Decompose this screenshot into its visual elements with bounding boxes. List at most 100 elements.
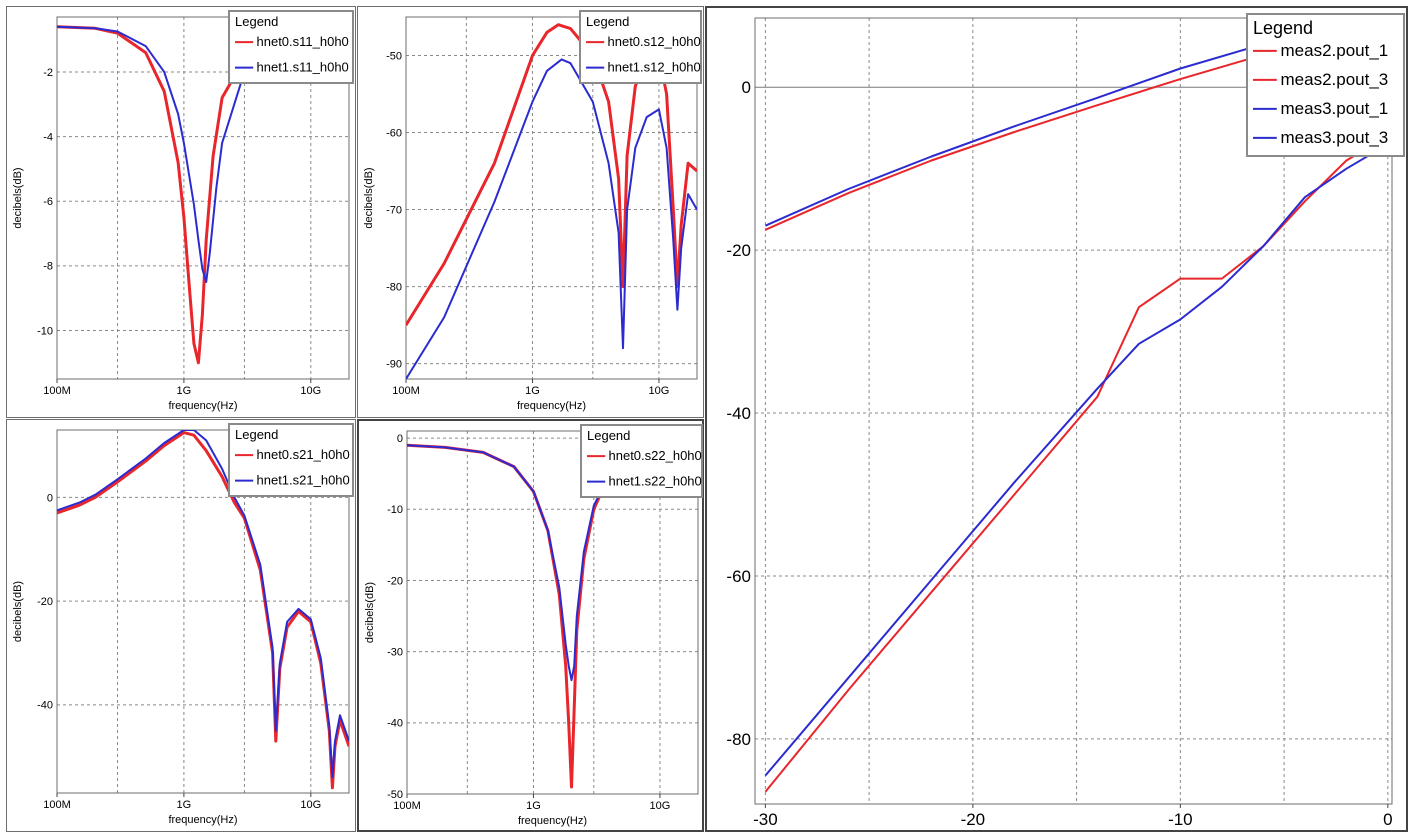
y-tick-label: -50 <box>387 789 403 801</box>
y-tick-label: -50 <box>386 50 402 62</box>
legend-item: hnet1.s22_h0h0 <box>609 474 702 489</box>
y-tick-label: -80 <box>726 730 751 749</box>
legend-box <box>579 10 702 84</box>
series-line-meas3-pout-3 <box>764 143 1389 777</box>
legend-box <box>228 10 354 84</box>
legend: Legend hnet0.s22_h0h0 hnet1.s22_h0h0 <box>580 424 703 498</box>
x-tick-label: 10G <box>300 385 321 397</box>
y-tick-label: -40 <box>37 700 53 712</box>
y-tick-label: -10 <box>387 504 403 516</box>
y-tick-label: -40 <box>726 404 751 423</box>
tick-labels: 100M 1G 10G 0 -10 -20 -30 -40 -50 <box>387 433 670 812</box>
y-tick-label: 0 <box>397 433 403 445</box>
x-axis-label: frequency(Hz) <box>168 814 237 826</box>
chart-panel-s21: 100M 1G 10G 0 -20 -40 frequency(Hz) decibels(dB… <box>6 419 356 832</box>
plot-frame <box>754 17 1393 805</box>
y-tick-label: -8 <box>43 261 53 273</box>
x-axis-label: frequency(Hz) <box>518 815 587 827</box>
legend-box <box>580 424 703 498</box>
y-tick-label: -70 <box>386 204 402 216</box>
chart-panel-s22: 100M 1G 10G 0 -10 -20 -30 -40 -50 frequency(Hz) de… <box>357 419 704 832</box>
plot-frame <box>406 430 699 795</box>
chart-svg: 100M 1G 10G -50 -60 -70 -80 -90 frequency(Hz) dec… <box>363 10 702 412</box>
series-line-hnet1-s21-h0h0 <box>57 430 349 779</box>
x-tick-label: 100M <box>392 385 420 397</box>
legend-item: hnet0.s12_h0h0 <box>608 34 701 49</box>
legend-item: hnet1.s12_h0h0 <box>608 60 701 75</box>
x-tick-label: 0 <box>1383 810 1392 829</box>
x-axis-label: frequency(Hz) <box>168 400 237 412</box>
x-tick-label: 1G <box>177 385 192 397</box>
x-tick-label: 10G <box>300 799 321 811</box>
chart-svg: 100M 1G 10G 0 -20 -40 frequency(Hz) decibels(dB… <box>12 423 354 826</box>
legend-item: hnet1.s11_h0h0 <box>257 60 349 75</box>
chart-svg: 100M 1G 10G -2 -4 -6 -8 -10 frequency(Hz) decibel… <box>12 10 354 412</box>
tick-labels: 100M 1G 10G -50 -60 -70 -80 -90 <box>386 50 669 397</box>
y-tick-label: -90 <box>386 358 402 370</box>
x-tick-label: 100M <box>43 385 71 397</box>
legend-title: Legend <box>586 14 629 29</box>
series-line-meas2-pout-3 <box>764 135 1389 793</box>
legend-title: Legend <box>587 428 630 443</box>
x-tick-label: 100M <box>43 799 71 811</box>
series-group <box>57 430 349 790</box>
plot-frame <box>405 16 698 380</box>
series-line-hnet1-s12-h0h0 <box>406 58 697 379</box>
y-tick-label: -60 <box>386 127 402 139</box>
tick-labels: 100M 1G 10G -2 -4 -6 -8 -10 <box>37 67 321 397</box>
y-tick-label: -6 <box>43 196 53 208</box>
tick-labels: -30 -20 -10 0 0 -20 -40 -60 -80 <box>726 78 1392 829</box>
plot-frame <box>56 429 350 794</box>
legend-item: hnet0.s22_h0h0 <box>609 448 702 463</box>
y-tick-label: -80 <box>386 281 402 293</box>
x-axis-label: frequency(Hz) <box>517 400 586 412</box>
legend-item: meas3.pout_3 <box>1281 128 1389 147</box>
legend-item: meas2.pout_3 <box>1281 70 1389 89</box>
legend-item: hnet1.s21_h0h0 <box>257 473 350 488</box>
tick-labels: 100M 1G 10G 0 -20 -40 <box>37 492 321 811</box>
series-group <box>406 23 697 379</box>
y-axis-label: decibels(dB) <box>364 582 376 643</box>
legend: Legend hnet0.s11_h0h0 hnet1.s11_h0h0 <box>228 10 354 84</box>
y-axis-label: decibels(dB) <box>12 581 24 642</box>
series-line-hnet0-s12-h0h0 <box>406 23 697 326</box>
x-tick-label: -20 <box>961 810 986 829</box>
legend-item: hnet0.s21_h0h0 <box>257 447 350 462</box>
chart-svg: 100M 1G 10G 0 -10 -20 -30 -40 -50 frequency(Hz) de… <box>364 424 703 827</box>
x-tick-label: 1G <box>525 385 540 397</box>
y-axis-label: decibels(dB) <box>363 167 375 228</box>
x-tick-label: -10 <box>1168 810 1193 829</box>
legend-title: Legend <box>235 427 278 442</box>
legend: Legend hnet0.s12_h0h0 hnet1.s12_h0h0 <box>579 10 702 84</box>
chart-panel-s12: 100M 1G 10G -50 -60 -70 -80 -90 frequency(Hz) dec… <box>357 6 704 418</box>
y-tick-label: -4 <box>43 131 53 143</box>
legend: Legend meas2.pout_1 meas2.pout_3 meas3.pout… <box>1246 13 1405 157</box>
y-tick-label: -10 <box>37 325 53 337</box>
y-tick-label: -30 <box>387 646 403 658</box>
x-tick-label: -30 <box>753 810 778 829</box>
y-tick-label: 0 <box>742 78 751 97</box>
y-tick-label: -2 <box>43 67 53 79</box>
y-tick-label: 0 <box>47 492 53 504</box>
legend-box <box>1246 13 1405 157</box>
legend-title: Legend <box>1253 18 1313 38</box>
y-tick-label: -20 <box>37 596 53 608</box>
x-tick-label: 10G <box>649 385 670 397</box>
y-tick-label: -20 <box>726 241 751 260</box>
y-tick-label: -20 <box>387 575 403 587</box>
legend-item: meas2.pout_1 <box>1281 41 1389 60</box>
chart-panel-power: -30 -20 -10 0 0 -20 -40 -60 -80 Legend meas2.pout_… <box>705 6 1408 832</box>
y-axis-label: decibels(dB) <box>12 167 24 228</box>
x-tick-label: 1G <box>526 800 541 812</box>
legend-item: meas3.pout_1 <box>1281 99 1389 118</box>
plot-frame <box>56 16 350 380</box>
x-tick-label: 100M <box>393 800 421 812</box>
y-tick-label: -40 <box>387 718 403 730</box>
chart-panel-s11: 100M 1G 10G -2 -4 -6 -8 -10 frequency(Hz) decibel… <box>6 6 356 418</box>
grid <box>755 18 1392 804</box>
chart-svg: -30 -20 -10 0 0 -20 -40 -60 -80 Legend meas2.pout_… <box>726 13 1405 829</box>
legend-box <box>228 423 354 497</box>
legend: Legend hnet0.s21_h0h0 hnet1.s21_h0h0 <box>228 423 354 497</box>
legend-title: Legend <box>235 14 278 29</box>
legend-item: hnet0.s11_h0h0 <box>257 34 349 49</box>
